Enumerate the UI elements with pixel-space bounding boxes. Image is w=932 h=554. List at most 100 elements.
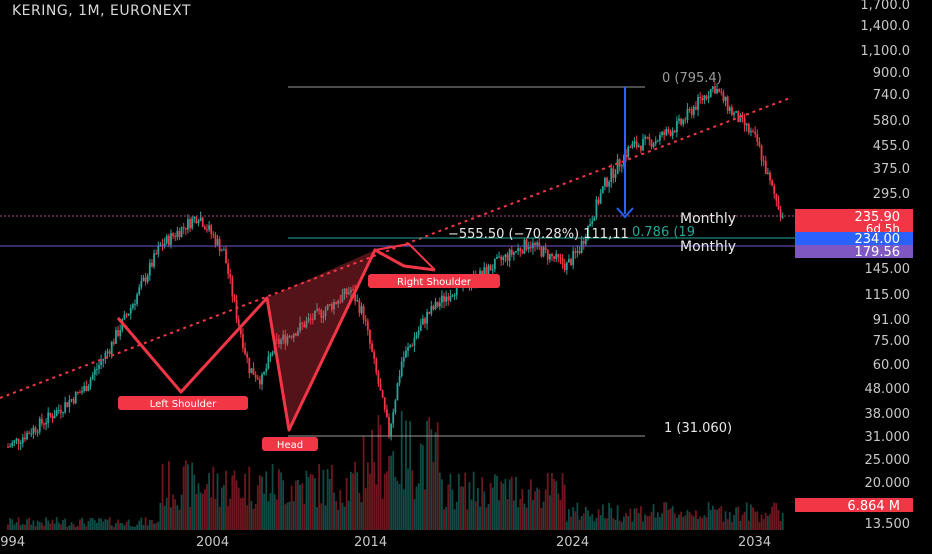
volume-bar: [214, 498, 217, 530]
candle-body: [127, 313, 130, 316]
volume-bar: [364, 487, 367, 530]
candle-body: [117, 329, 119, 336]
candle-body: [515, 251, 517, 253]
time-axis[interactable]: 1994 2004 2014 2024 2034: [0, 535, 771, 550]
volume-bar: [161, 463, 164, 530]
candle-body: [227, 263, 230, 274]
candle-body: [284, 334, 287, 344]
volume-bar: [184, 460, 187, 530]
monthly-label-lower: Monthly: [680, 239, 736, 255]
candle-body: [656, 140, 659, 142]
candle-body: [324, 309, 327, 316]
volume-bar: [582, 513, 585, 530]
candle-body: [290, 336, 293, 338]
volume-bar: [542, 501, 545, 530]
volume-bar: [309, 473, 312, 530]
candle-body: [735, 111, 738, 113]
volume-bar: [172, 494, 174, 530]
price-tick-label: 1,400.0: [860, 19, 910, 34]
volume-bar: [68, 525, 71, 530]
candle-body: [711, 86, 714, 90]
volume-bar: [411, 470, 414, 530]
volume-bar: [684, 515, 687, 530]
volume-bar: [267, 501, 270, 530]
candle-body: [614, 174, 617, 178]
candle-body: [703, 95, 706, 100]
price-axis[interactable]: 1,700.0 1,400.0 1,100.0 900.0 740.0 580.0 455.…: [795, 0, 913, 532]
volume-bar: [381, 498, 384, 530]
candle-body: [743, 117, 746, 126]
volume-bar: [663, 502, 666, 530]
candle-body: [256, 377, 259, 380]
candle-body: [546, 250, 549, 260]
volume-bar: [568, 509, 570, 530]
candle-body: [436, 301, 439, 307]
volume-bar: [493, 474, 496, 530]
volume-bar: [771, 506, 774, 530]
volume-bar: [614, 519, 617, 530]
fib-label-786: 0.786 (19: [632, 225, 695, 240]
candle-body: [527, 247, 530, 250]
volume-bar: [106, 519, 109, 530]
price-tick-label: 1,700.0: [860, 0, 910, 13]
volume-bar: [153, 523, 155, 530]
volume-bar: [49, 523, 52, 530]
volume-bar: [580, 515, 583, 530]
candle-body: [447, 296, 450, 301]
volume-bar: [74, 526, 77, 530]
candle-body: [201, 217, 204, 227]
volume-bar: [239, 498, 242, 530]
candle-body: [187, 219, 189, 230]
candle-body: [11, 442, 14, 447]
candle-body: [491, 269, 494, 271]
volume-bar: [525, 507, 528, 530]
candle-body: [682, 119, 685, 125]
volume-bar: [521, 489, 524, 530]
candle-body: [203, 226, 206, 230]
volume-bar: [229, 498, 232, 530]
candle-body: [174, 236, 177, 238]
candle-body: [686, 109, 689, 120]
volume-bar: [690, 514, 693, 530]
volume-bar: [697, 518, 699, 530]
candle-body: [79, 392, 81, 394]
candle-body: [568, 259, 570, 263]
candle-body: [311, 318, 314, 320]
candle-body: [608, 181, 611, 187]
price-tick-label: 91.00: [873, 313, 910, 328]
price-tick-label: 13.500: [865, 517, 911, 532]
candle-body: [394, 400, 397, 413]
volume-bar: [203, 489, 206, 530]
candle-body: [644, 136, 647, 139]
volume-bar: [396, 480, 399, 530]
volume-bar: [716, 509, 718, 530]
volume-bar: [764, 512, 767, 530]
drawing-tools[interactable]: 0 (795.4) 1 (31.060) 0.786 (19−555.50 (−70…: [0, 71, 800, 451]
volume-bar: [498, 500, 500, 530]
candle-body: [191, 218, 194, 229]
volume-bar: [311, 474, 314, 530]
candle-body: [335, 302, 337, 304]
volume-bar: [98, 517, 100, 530]
volume-bar: [491, 487, 494, 530]
volume-bar: [30, 524, 33, 530]
candle-body: [775, 193, 778, 201]
volume-bar: [430, 429, 433, 530]
volume-bar: [500, 481, 503, 530]
volume-bar: [352, 473, 354, 530]
candle-body: [13, 440, 16, 443]
volume-bar: [265, 471, 268, 530]
candle-body: [15, 438, 18, 441]
volume-bar: [60, 524, 62, 530]
volume-bar: [254, 504, 257, 530]
volume-bar: [724, 511, 727, 530]
candle-body: [347, 292, 350, 295]
volume-bar: [248, 466, 251, 530]
volume-bar: [134, 526, 136, 530]
volume-bar: [504, 478, 507, 530]
volume-bar: [441, 479, 443, 530]
candle-body: [692, 106, 695, 115]
volume-bar: [548, 495, 551, 530]
